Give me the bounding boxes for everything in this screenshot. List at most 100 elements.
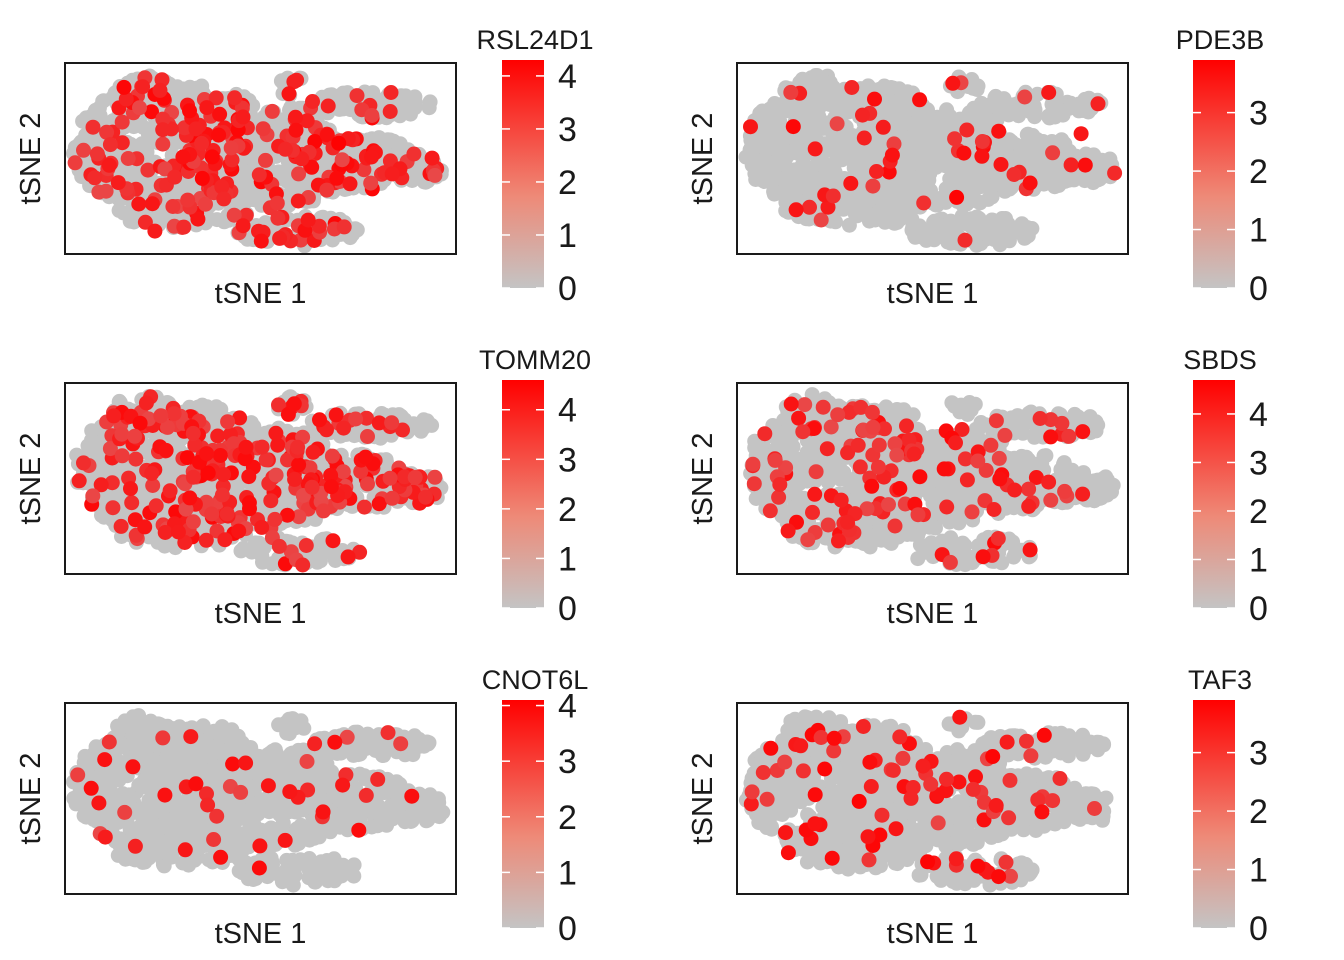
cell-point	[883, 80, 899, 95]
cell-point	[334, 152, 350, 168]
cell-point	[967, 161, 983, 177]
cell-point	[164, 465, 180, 481]
cell-point	[805, 122, 821, 138]
cell-point	[941, 232, 957, 248]
cell-point	[295, 557, 311, 573]
cell-point	[286, 74, 302, 90]
cell-point	[145, 478, 161, 493]
cell-point	[384, 490, 400, 506]
cell-point	[104, 475, 120, 491]
cell-point	[956, 145, 972, 161]
cell-point	[270, 210, 286, 226]
colorbar-tick-label: 2	[558, 491, 577, 529]
cell-point	[331, 135, 347, 151]
cell-point	[305, 444, 321, 460]
cell-point	[395, 103, 411, 119]
cell-point	[886, 193, 902, 209]
cell-point	[312, 412, 327, 428]
cell-point	[744, 157, 760, 173]
cell-point	[123, 481, 138, 497]
cell-point	[232, 410, 248, 426]
cell-point	[843, 175, 859, 191]
colorbar-tick-label: 4	[558, 58, 577, 96]
cell-point	[359, 410, 374, 426]
cell-point	[304, 479, 320, 495]
cell-point	[383, 85, 399, 100]
cell-point	[223, 140, 239, 156]
cell-point	[407, 469, 423, 485]
cell-point	[114, 448, 130, 464]
cell-point	[229, 479, 245, 495]
cell-point	[200, 465, 216, 481]
cell-point	[279, 507, 295, 523]
cell-point	[311, 218, 327, 234]
cell-point	[829, 116, 845, 132]
cell-point	[325, 533, 341, 549]
cell-point	[235, 109, 251, 125]
cell-point	[841, 217, 857, 233]
cell-point	[382, 104, 398, 119]
cell-point	[233, 543, 249, 559]
scatter-points	[66, 68, 449, 254]
cell-point	[144, 466, 160, 481]
cell-point	[137, 214, 153, 230]
cell-point	[785, 119, 801, 135]
cell-point	[241, 469, 257, 485]
cell-point	[140, 162, 156, 178]
cell-point	[348, 411, 364, 427]
colorbar-tick-label: 3	[1249, 95, 1268, 133]
cell-point	[397, 469, 412, 485]
colorbar-tick-label: 2	[558, 164, 577, 202]
cell-point	[353, 464, 369, 479]
cell-point	[144, 196, 160, 212]
cell-point	[384, 415, 400, 431]
cell-point	[767, 168, 783, 184]
cell-point	[841, 188, 857, 204]
cell-point	[299, 113, 315, 129]
cell-point	[76, 142, 91, 158]
cell-point	[324, 87, 340, 103]
cell-point	[1045, 145, 1061, 161]
cell-point	[153, 408, 169, 424]
cell-point	[935, 112, 951, 128]
legend-title: RSL24D1	[476, 25, 593, 55]
panel-frame	[64, 382, 457, 575]
cell-point	[155, 111, 171, 127]
cell-point	[190, 211, 206, 227]
cell-point	[970, 78, 986, 94]
cell-point	[120, 151, 136, 166]
cell-point	[982, 98, 998, 114]
cell-point	[827, 167, 843, 183]
cell-point	[258, 152, 273, 168]
cell-point	[185, 514, 201, 530]
cell-point	[127, 428, 143, 444]
cell-point	[974, 134, 990, 149]
cell-point	[1017, 89, 1033, 105]
cell-point	[291, 509, 307, 525]
cell-point	[254, 439, 270, 455]
cell-point	[204, 506, 220, 522]
cell-point	[178, 501, 194, 517]
cell-point	[902, 188, 918, 204]
cell-point	[237, 451, 253, 467]
cell-point	[961, 194, 977, 209]
cell-point	[268, 425, 284, 441]
cell-point	[364, 108, 380, 123]
cell-point	[384, 166, 400, 182]
cell-point	[187, 437, 203, 453]
cell-point	[319, 182, 335, 198]
cell-point	[856, 130, 872, 146]
cell-point	[421, 100, 437, 116]
cell-point	[1071, 103, 1087, 119]
cell-point	[199, 100, 215, 116]
cell-point	[137, 519, 153, 535]
cell-point	[182, 490, 198, 506]
cell-point	[302, 460, 318, 476]
cell-point	[794, 158, 810, 173]
cell-point	[829, 138, 845, 154]
colorbar	[1193, 60, 1235, 288]
cell-point	[918, 132, 934, 148]
cell-point	[155, 136, 171, 152]
cell-point	[224, 152, 240, 168]
